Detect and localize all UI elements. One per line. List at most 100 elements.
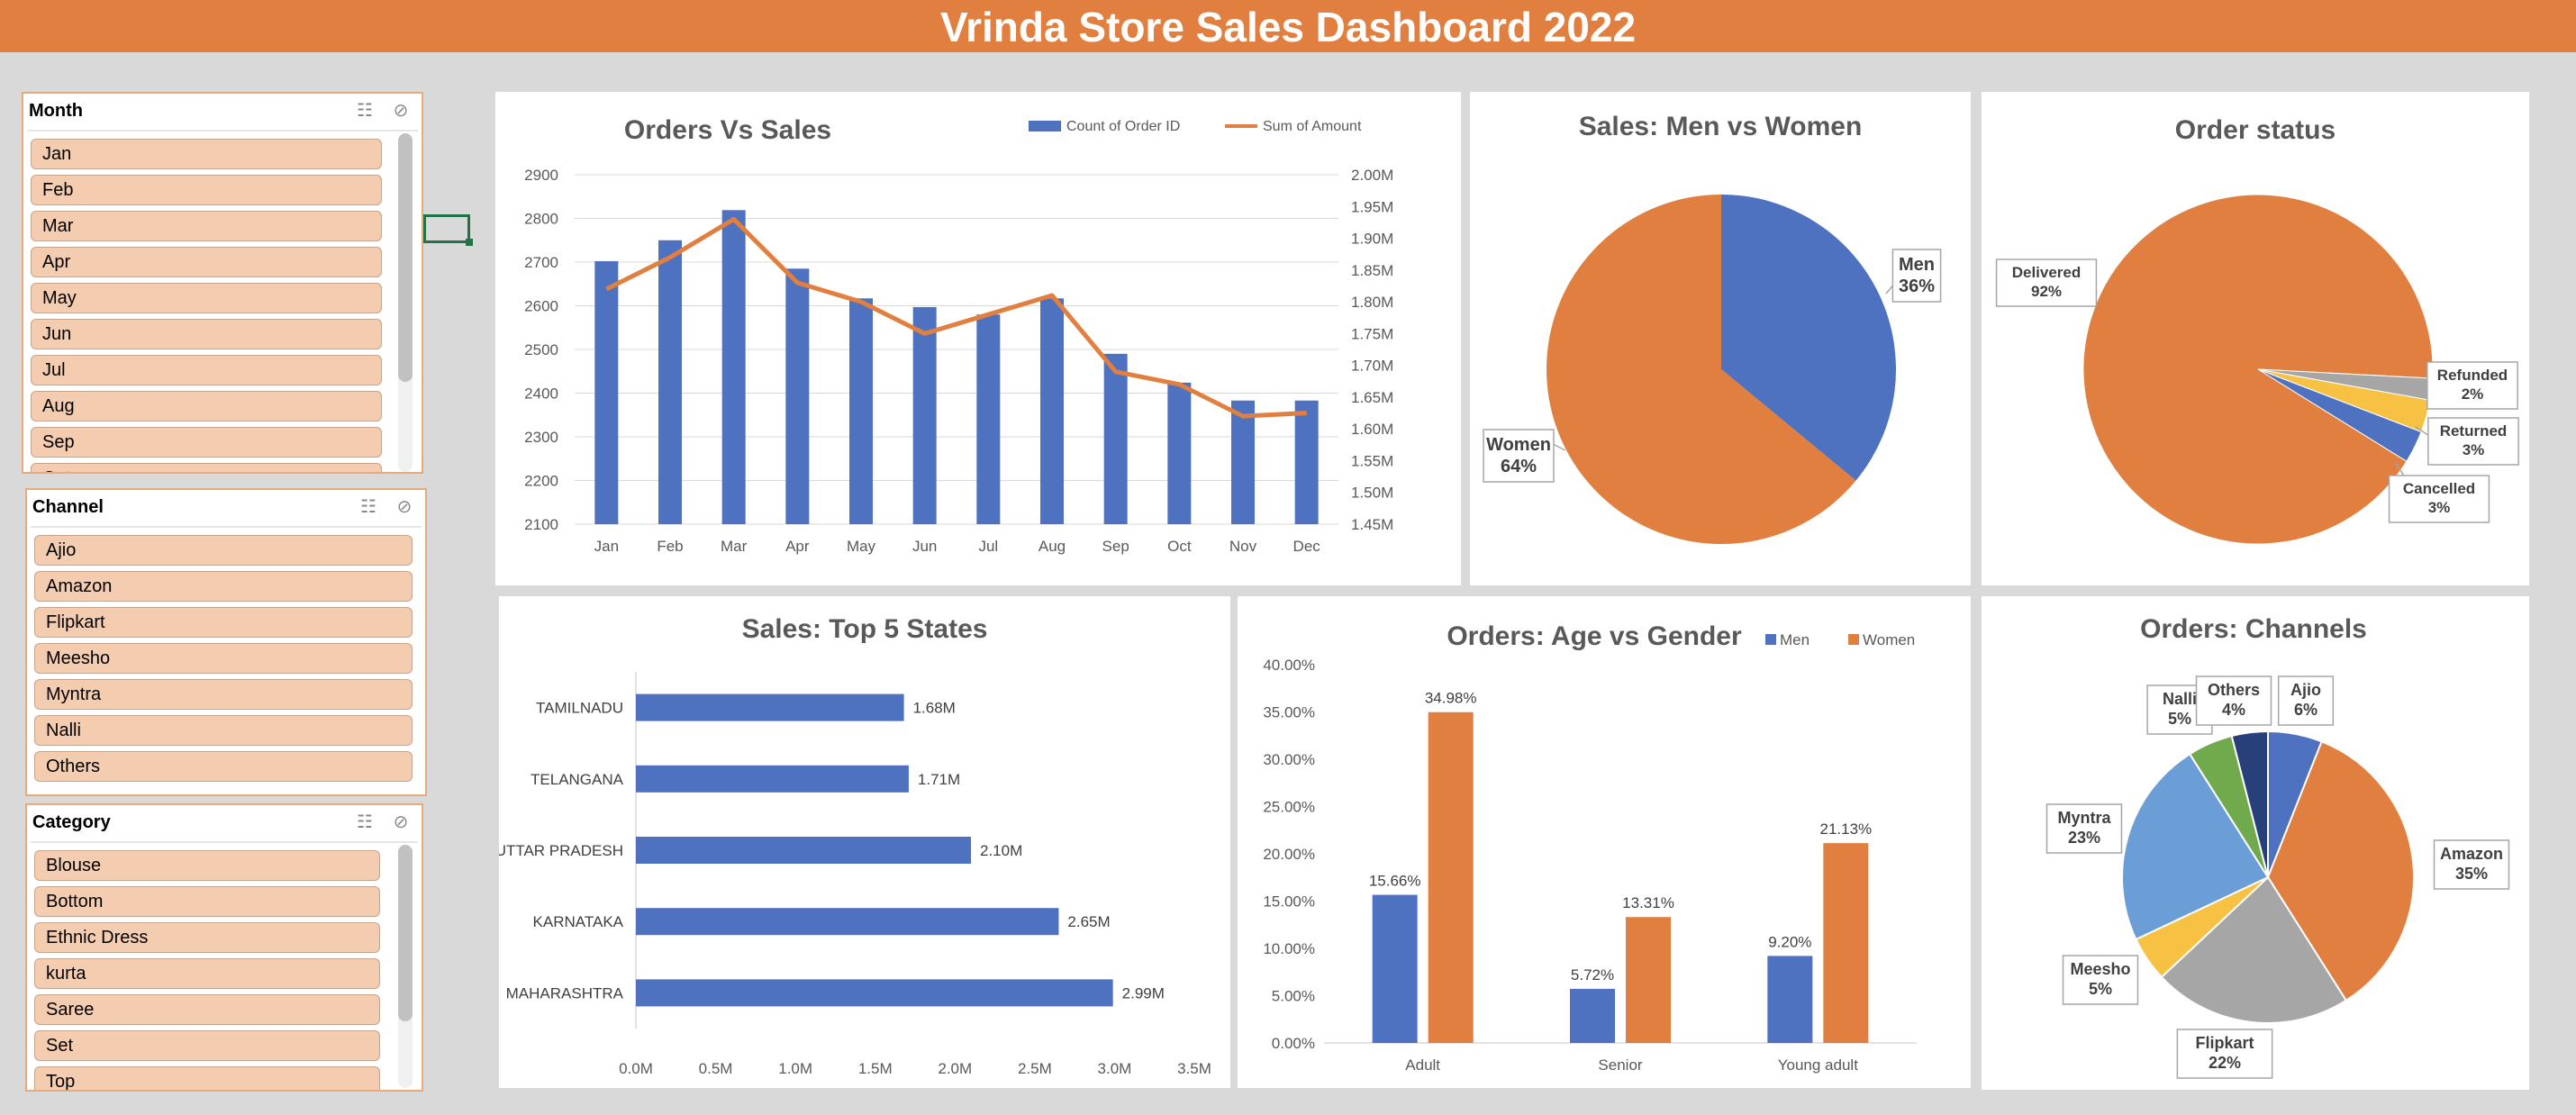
slicer-item-saree[interactable]: Saree bbox=[34, 994, 380, 1025]
bar-women-young-adult bbox=[1823, 843, 1869, 1043]
slicer-scrollbar[interactable] bbox=[398, 133, 413, 472]
slicer-item-others[interactable]: Others bbox=[34, 751, 413, 782]
slicer-item-top[interactable]: Top bbox=[34, 1066, 380, 1090]
scrollbar-thumb[interactable] bbox=[398, 845, 413, 1021]
slicer-header: Category ☷ ⊘ bbox=[27, 805, 422, 839]
bar-orders-dec bbox=[1294, 400, 1319, 524]
label-myntra-box bbox=[2045, 803, 2123, 854]
age-gender-panel[interactable]: Orders: Age vs Gender Men Women 40.00% 35.00… bbox=[1238, 596, 1971, 1088]
legend-label-women: Women bbox=[1863, 631, 1915, 648]
top-states-panel[interactable]: Sales: Top 5 States 0.0M 0.5M 1.0M 1.5M 2.0M 2… bbox=[495, 596, 1230, 1088]
slicer-item-meesho[interactable]: Meesho bbox=[34, 643, 413, 674]
slicer-item-bottom[interactable]: Bottom bbox=[34, 886, 380, 917]
slicer-item-flipkart[interactable]: Flipkart bbox=[34, 607, 413, 638]
x-tick: Nov bbox=[1229, 538, 1257, 555]
slicer-item-mar[interactable]: Mar bbox=[31, 211, 382, 241]
y-tick-left: 2900 bbox=[524, 167, 558, 184]
label-returned-value: 3% bbox=[2463, 441, 2485, 458]
slicer-item-aug[interactable]: Aug bbox=[31, 391, 382, 422]
slice-flipkart bbox=[2160, 875, 2348, 1024]
label-myntra-name: Myntra bbox=[2057, 809, 2111, 827]
x-tick: 1.0M bbox=[778, 1060, 812, 1077]
channels-panel[interactable]: Orders: Channels Ajio 6% Amazon 35% Flipkart 2… bbox=[1982, 596, 2529, 1090]
bar-uttar-pradesh bbox=[636, 837, 971, 864]
chart-title: Orders: Channels bbox=[2140, 614, 2367, 644]
orders-vs-sales-panel[interactable]: Orders Vs Sales Count of Order ID Sum of A… bbox=[495, 92, 1461, 585]
line-sum-of-amount bbox=[605, 216, 1307, 419]
slicer-header: Month ☷ ⊘ bbox=[23, 94, 422, 128]
multi-select-icon[interactable]: ☷ bbox=[360, 497, 376, 517]
y-tick-left: 2300 bbox=[524, 429, 558, 446]
y-tick-right: 1.65M bbox=[1351, 389, 1393, 406]
chart-title: Orders: Age vs Gender bbox=[1447, 621, 1742, 651]
chart-title: Sales: Top 5 States bbox=[742, 614, 988, 644]
label-amazon-box bbox=[2433, 839, 2510, 890]
label-meesho-box bbox=[2062, 955, 2139, 1005]
label-amazon-value: 35% bbox=[2455, 865, 2488, 883]
label-flipkart-name: Flipkart bbox=[2195, 1034, 2254, 1052]
slicer-scrollbar[interactable] bbox=[398, 845, 413, 1088]
y-tick: MAHARASHTRA bbox=[506, 984, 624, 1002]
slicer-item-jul[interactable]: Jul bbox=[31, 355, 382, 385]
slicer-item-set[interactable]: Set bbox=[34, 1030, 380, 1061]
legend-swatch-orders bbox=[1029, 121, 1061, 131]
scrollbar-thumb[interactable] bbox=[398, 133, 413, 382]
slicer-item-may[interactable]: May bbox=[31, 283, 382, 313]
slicer-item-nalli[interactable]: Nalli bbox=[34, 715, 413, 746]
data-label: 13.31% bbox=[1622, 894, 1674, 911]
x-tick: Dec bbox=[1293, 538, 1321, 555]
divider bbox=[31, 841, 418, 843]
multi-select-icon[interactable]: ☷ bbox=[357, 101, 373, 121]
multi-select-icon[interactable]: ☷ bbox=[357, 812, 373, 832]
order-status-panel[interactable]: Order status Delivered 92% Refunded 2% Return… bbox=[1982, 92, 2529, 585]
slicer-item-feb[interactable]: Feb bbox=[31, 175, 382, 205]
y-tick: TAMILNADU bbox=[536, 700, 623, 717]
x-tick: Young adult bbox=[1778, 1056, 1858, 1074]
y-tick-right: 1.60M bbox=[1351, 421, 1393, 438]
label-others-value: 4% bbox=[2222, 701, 2245, 719]
dashboard-title: Vrinda Store Sales Dashboard 2022 bbox=[0, 0, 2576, 52]
sales-men-women-panel[interactable]: Sales: Men vs Women Men 36% Women 64% bbox=[1470, 92, 1971, 585]
y-tick: 20.00% bbox=[1263, 846, 1315, 863]
label-flipkart-value: 22% bbox=[2209, 1054, 2241, 1072]
clear-filter-icon[interactable]: ⊘ bbox=[396, 497, 413, 517]
slicer-item-amazon[interactable]: Amazon bbox=[34, 571, 413, 602]
bar-orders-oct bbox=[1167, 382, 1192, 524]
label-meesho-name: Meesho bbox=[2070, 960, 2130, 978]
channel-slicer[interactable]: Channel ☷ ⊘ Ajio Amazon Flipkart Meesho M… bbox=[25, 488, 427, 796]
bar-women-senior bbox=[1626, 917, 1671, 1043]
slicer-item-jun[interactable]: Jun bbox=[31, 319, 382, 349]
slicer-item-ajio[interactable]: Ajio bbox=[34, 535, 413, 566]
slicer-item-jan[interactable]: Jan bbox=[31, 139, 382, 169]
month-slicer[interactable]: Month ☷ ⊘ Jan Feb Mar Apr May Jun Jul Aug… bbox=[22, 92, 423, 474]
slicer-item-apr[interactable]: Apr bbox=[31, 247, 382, 277]
slicer-item-myntra[interactable]: Myntra bbox=[34, 679, 413, 710]
x-tick: Adult bbox=[1405, 1056, 1440, 1074]
slicer-item-ethnic-dress[interactable]: Ethnic Dress bbox=[34, 922, 380, 953]
active-cell-selection[interactable] bbox=[423, 214, 473, 246]
divider bbox=[27, 130, 418, 131]
slicer-item-list: Ajio Amazon Flipkart Meesho Myntra Nalli… bbox=[34, 535, 413, 787]
y-tick-right: 1.95M bbox=[1351, 198, 1393, 215]
legend-swatch-women bbox=[1848, 634, 1859, 645]
clear-filter-icon[interactable]: ⊘ bbox=[393, 812, 409, 832]
legend-label-men: Men bbox=[1780, 631, 1810, 648]
legend-label-amount: Sum of Amount bbox=[1263, 119, 1362, 134]
slicer-item-sep[interactable]: Sep bbox=[31, 427, 382, 458]
slice-amazon bbox=[2266, 740, 2415, 1002]
clear-filter-icon[interactable]: ⊘ bbox=[393, 101, 409, 121]
category-slicer[interactable]: Category ☷ ⊘ Blouse Bottom Ethnic Dress k… bbox=[25, 803, 423, 1092]
label-returned-name: Returned bbox=[2440, 422, 2508, 440]
slicer-title: Category bbox=[32, 812, 111, 832]
bar-men-adult bbox=[1372, 894, 1418, 1043]
bar-karnataka bbox=[636, 908, 1059, 936]
slicer-item-blouse[interactable]: Blouse bbox=[34, 850, 380, 881]
slicer-item-kurta[interactable]: kurta bbox=[34, 958, 380, 989]
bar-maharashtra bbox=[636, 979, 1113, 1007]
legend-swatch-men bbox=[1765, 634, 1776, 645]
x-tick: Mar bbox=[721, 538, 748, 555]
bar-orders-feb bbox=[658, 240, 682, 524]
slicer-item-oct[interactable]: Oct bbox=[31, 463, 382, 472]
